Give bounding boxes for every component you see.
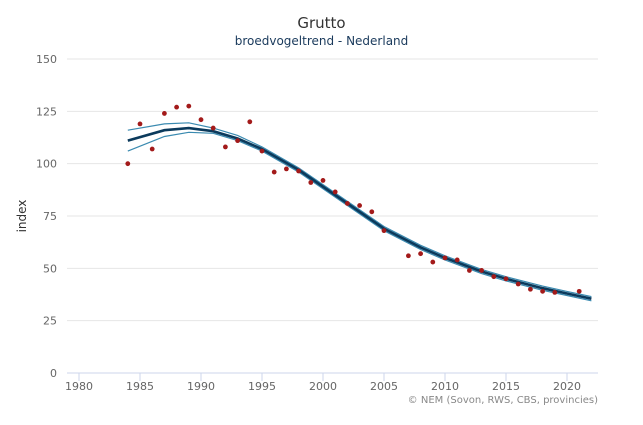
upper-confidence-line: [127, 122, 592, 298]
x-tick-label: 1985: [126, 380, 154, 393]
data-point: [174, 104, 180, 110]
data-point: [528, 286, 533, 292]
y-tick-label: 100: [36, 158, 57, 171]
data-point: [125, 161, 131, 167]
data-point: [406, 253, 411, 259]
y-axis-label: index: [15, 200, 29, 233]
data-point: [552, 290, 558, 295]
data-point: [515, 281, 521, 287]
data-point: [247, 119, 253, 125]
x-tick-label: 2020: [553, 380, 581, 393]
data-point: [503, 276, 509, 282]
data-point: [296, 168, 301, 174]
x-tick-label: 1980: [65, 380, 93, 393]
data-point: [479, 268, 484, 273]
data-point: [284, 166, 289, 172]
data-point: [576, 288, 582, 294]
y-tick-label: 25: [43, 315, 57, 328]
data-point: [332, 189, 338, 195]
data-point: [454, 257, 460, 263]
data-point: [259, 148, 265, 154]
chart-subtitle: broedvogeltrend - Nederland: [234, 34, 409, 48]
data-point: [442, 255, 448, 261]
y-tick-label: 75: [43, 210, 57, 223]
x-tick-label: 2015: [492, 380, 520, 393]
data-point: [137, 121, 143, 127]
data-point: [369, 209, 375, 215]
data-point: [186, 103, 192, 109]
data-point: [223, 144, 228, 150]
data-point: [198, 117, 204, 123]
data-point: [430, 259, 436, 265]
x-tick-label: 2010: [431, 380, 459, 393]
data-point: [418, 251, 423, 257]
y-tick-label: 125: [36, 105, 57, 118]
lower-confidence-line: [127, 131, 592, 302]
y-tick-label: 150: [36, 53, 57, 66]
data-point: [345, 201, 350, 206]
data-point: [149, 146, 155, 152]
data-point: [491, 274, 497, 280]
data-point: [162, 111, 167, 116]
data-point: [308, 180, 314, 185]
x-tick-label: 1990: [187, 380, 215, 393]
data-point: [381, 228, 387, 234]
x-tick-label: 2005: [370, 380, 398, 393]
y-tick-label: 50: [43, 262, 57, 275]
x-tick-label: 1995: [248, 380, 276, 393]
credit-text: © NEM (Sovon, RWS, CBS, provincies): [407, 395, 598, 406]
data-point: [210, 125, 216, 131]
y-tick-label: 0: [50, 367, 57, 380]
data-point: [235, 138, 241, 144]
data-point: [320, 178, 326, 183]
data-point: [271, 169, 277, 175]
data-point: [467, 268, 472, 273]
x-tick-label: 2000: [309, 380, 337, 393]
data-point: [540, 288, 545, 294]
data-point: [357, 203, 362, 208]
chart-title: Grutto: [297, 14, 346, 32]
